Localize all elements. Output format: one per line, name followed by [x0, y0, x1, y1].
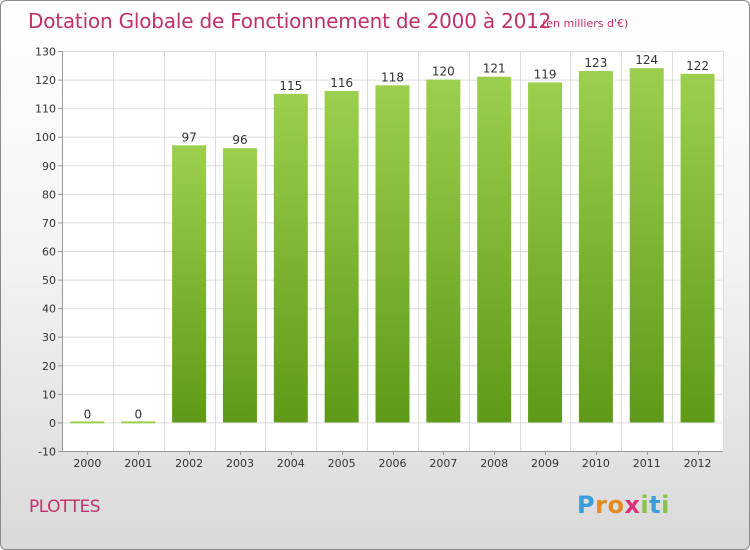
- bar-value-label: 121: [483, 62, 506, 76]
- x-tick-label: 2010: [582, 457, 610, 470]
- y-tick-label: -10: [38, 446, 56, 459]
- commune-name: PLOTTES: [29, 497, 101, 517]
- bar: [273, 93, 308, 423]
- y-tick-label: 70: [42, 217, 56, 230]
- bar-value-label: 116: [330, 76, 353, 90]
- y-tick-label: 110: [35, 103, 56, 116]
- y-tick-label: 30: [42, 331, 56, 344]
- logo-letter: i: [640, 491, 650, 519]
- bar: [528, 82, 563, 423]
- bar-value-label: 115: [279, 79, 302, 93]
- y-tick-label: 120: [35, 74, 56, 87]
- x-tick-label: 2007: [429, 457, 457, 470]
- x-tick-label: 2012: [684, 457, 712, 470]
- bar-value-label: 118: [381, 70, 404, 84]
- y-tick-label: 40: [42, 303, 56, 316]
- chart-title: Dotation Globale de Fonctionnement de 20…: [28, 9, 552, 33]
- bar: [680, 73, 715, 423]
- axes: -10 0 10 20 30 40 50 60 70 80 90 100 110 120 130: [35, 46, 723, 459]
- bar: [426, 79, 461, 423]
- bar-value-label: 123: [584, 56, 607, 70]
- labels: 0 2000 0 2001 97 2002 96 2003 115 2004 116 2005 118 2…: [73, 53, 711, 470]
- bar-value-label: 0: [84, 407, 92, 421]
- bar-value-label: 96: [232, 133, 247, 147]
- bar-value-label: 97: [181, 130, 196, 144]
- x-tick-label: 2006: [379, 457, 407, 470]
- y-tick-label: 90: [42, 160, 56, 173]
- bar: [222, 148, 257, 423]
- y-tick-label: 60: [42, 246, 56, 259]
- x-tick-label: 2011: [633, 457, 661, 470]
- x-tick-label: 2004: [277, 457, 305, 470]
- bar: [578, 71, 613, 423]
- y-tick-label: 20: [42, 360, 56, 373]
- y-tick-label: 80: [42, 188, 56, 201]
- bar-value-label: 122: [686, 59, 709, 73]
- logo-letter: P: [577, 491, 596, 519]
- bar: [629, 68, 664, 423]
- y-tick-label: 130: [35, 46, 56, 59]
- bar-value-label: 120: [432, 65, 455, 79]
- proxiti-logo: Proxiti: [577, 491, 670, 519]
- logo-letter: t: [649, 491, 662, 519]
- x-tick-label: 2001: [124, 457, 152, 470]
- x-tick-label: 2005: [328, 457, 356, 470]
- bar: [324, 91, 359, 423]
- y-tick-label: 10: [42, 388, 56, 401]
- x-tick-label: 2003: [226, 457, 254, 470]
- y-tick-label: 0: [49, 417, 56, 430]
- x-tick-label: 2000: [73, 457, 101, 470]
- x-tick-label: 2009: [531, 457, 559, 470]
- bars: [70, 68, 715, 424]
- bar: [477, 76, 512, 423]
- logo-letter: x: [624, 491, 641, 519]
- bar-value-label: 124: [635, 53, 658, 67]
- logo-letter: o: [607, 491, 625, 519]
- y-tick-label: 50: [42, 274, 56, 287]
- bar-value-label: 0: [134, 407, 142, 421]
- x-tick-label: 2002: [175, 457, 203, 470]
- chart-subtitle: (en milliers d'€): [542, 17, 629, 30]
- bar: [375, 85, 410, 423]
- y-tick-label: 100: [35, 131, 56, 144]
- x-tick-label: 2008: [480, 457, 508, 470]
- logo-letter: r: [595, 491, 608, 519]
- logo-letter: i: [661, 491, 670, 519]
- bar-value-label: 119: [534, 67, 557, 81]
- bar: [172, 145, 207, 423]
